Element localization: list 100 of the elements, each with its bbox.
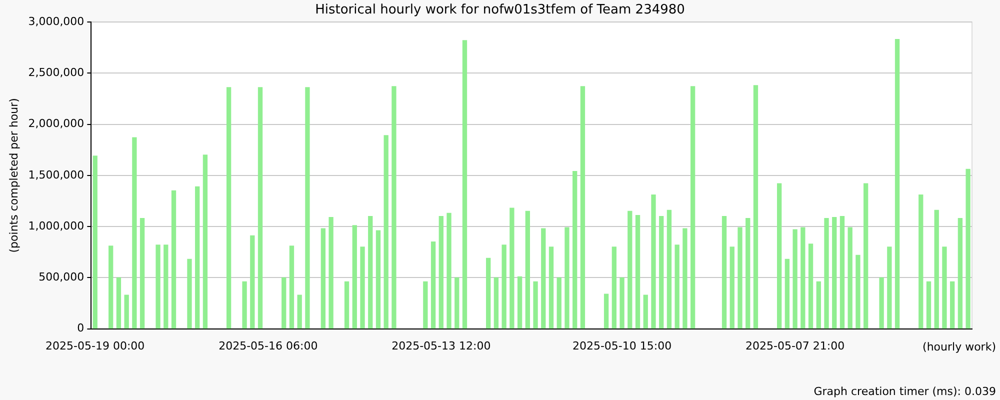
x-tick-label: 2025-05-19 00:00 bbox=[46, 339, 145, 352]
bar bbox=[454, 277, 460, 329]
bar bbox=[808, 244, 814, 329]
bar bbox=[682, 228, 688, 329]
bar bbox=[635, 214, 640, 329]
bar bbox=[659, 216, 664, 329]
bar bbox=[776, 183, 782, 329]
bar bbox=[738, 227, 742, 329]
bar bbox=[423, 281, 428, 329]
bar bbox=[966, 168, 970, 329]
bar bbox=[612, 246, 616, 329]
bar bbox=[282, 277, 286, 329]
bar bbox=[564, 227, 570, 329]
bar bbox=[250, 235, 255, 329]
bar bbox=[879, 277, 884, 329]
x-axis-title: (hourly work) bbox=[922, 340, 996, 354]
bar bbox=[722, 216, 727, 329]
bar bbox=[368, 216, 373, 329]
bar bbox=[792, 229, 798, 329]
bar bbox=[800, 227, 806, 329]
bar bbox=[187, 258, 192, 329]
bar bbox=[320, 228, 326, 329]
bar bbox=[297, 294, 302, 329]
bar bbox=[494, 277, 499, 329]
bar bbox=[651, 194, 656, 329]
x-tick-label: 2025-05-13 12:00 bbox=[392, 339, 491, 352]
bar bbox=[620, 277, 624, 329]
bar bbox=[556, 277, 562, 329]
bar bbox=[226, 87, 232, 329]
bar bbox=[124, 294, 129, 329]
x-tick-label: 2025-05-10 15:00 bbox=[572, 339, 672, 352]
bar bbox=[116, 277, 122, 329]
bar bbox=[666, 210, 672, 329]
x-tick-label: 2025-05-07 21:00 bbox=[745, 339, 845, 352]
bar bbox=[848, 227, 852, 329]
bar bbox=[572, 170, 578, 329]
bar bbox=[934, 210, 939, 329]
bar bbox=[753, 85, 758, 329]
bar bbox=[344, 281, 350, 329]
y-tick-label: 1,500,000 bbox=[28, 168, 84, 182]
bar bbox=[258, 87, 263, 329]
bar bbox=[242, 281, 247, 329]
bar bbox=[202, 154, 208, 329]
bar bbox=[816, 281, 821, 329]
y-axis-title: (points completed per hour) bbox=[7, 98, 20, 253]
bar bbox=[674, 244, 680, 329]
bar bbox=[384, 135, 388, 329]
x-tick-label: 2025-05-16 06:00 bbox=[218, 339, 318, 352]
bar bbox=[108, 246, 114, 329]
bar bbox=[643, 294, 648, 329]
bar bbox=[392, 86, 396, 329]
bar bbox=[525, 210, 530, 329]
bar bbox=[824, 218, 829, 329]
bar bbox=[360, 246, 365, 329]
bar bbox=[746, 218, 750, 329]
bar bbox=[864, 183, 868, 329]
bar bbox=[832, 217, 837, 329]
bar bbox=[376, 230, 381, 329]
bar bbox=[690, 86, 696, 329]
bar bbox=[887, 246, 892, 329]
bar bbox=[510, 208, 514, 329]
bar bbox=[784, 258, 790, 329]
bar bbox=[894, 39, 900, 329]
bar bbox=[446, 212, 452, 329]
bar bbox=[580, 86, 586, 329]
bar bbox=[140, 218, 145, 329]
bar bbox=[533, 281, 538, 329]
bar bbox=[92, 156, 98, 329]
text: Graph creation timer (ms): 0.039 bbox=[814, 384, 996, 398]
y-tick-label: 0 bbox=[77, 322, 84, 335]
bar bbox=[730, 246, 734, 329]
bar bbox=[918, 194, 924, 329]
bar bbox=[950, 281, 955, 329]
bar bbox=[502, 244, 506, 329]
bar bbox=[164, 244, 168, 329]
bar bbox=[171, 190, 176, 329]
bar bbox=[430, 242, 436, 329]
bar bbox=[438, 216, 444, 329]
y-tick-label: 500,000 bbox=[38, 270, 84, 284]
bar bbox=[541, 228, 546, 329]
bar bbox=[517, 276, 522, 329]
bar bbox=[548, 246, 554, 329]
bar bbox=[942, 246, 947, 329]
y-tick-label: 1,000,000 bbox=[28, 219, 84, 232]
y-tick-label: 2,500,000 bbox=[28, 66, 84, 79]
bar bbox=[195, 186, 200, 329]
bar bbox=[926, 281, 932, 329]
bar bbox=[486, 258, 491, 329]
bar bbox=[840, 216, 845, 329]
bar bbox=[604, 294, 609, 329]
bar bbox=[462, 40, 468, 329]
chart-title: Historical hourly work for nofw01s3tfem of Team 234980 bbox=[315, 2, 685, 18]
bar bbox=[352, 225, 357, 329]
bar bbox=[156, 244, 160, 329]
bar bbox=[856, 254, 860, 329]
y-tick-label: 2,000,000 bbox=[28, 117, 84, 130]
bar bbox=[305, 87, 310, 329]
y-tick-label: 3,000,000 bbox=[28, 14, 84, 28]
bar bbox=[328, 217, 334, 329]
bar bbox=[289, 246, 294, 329]
